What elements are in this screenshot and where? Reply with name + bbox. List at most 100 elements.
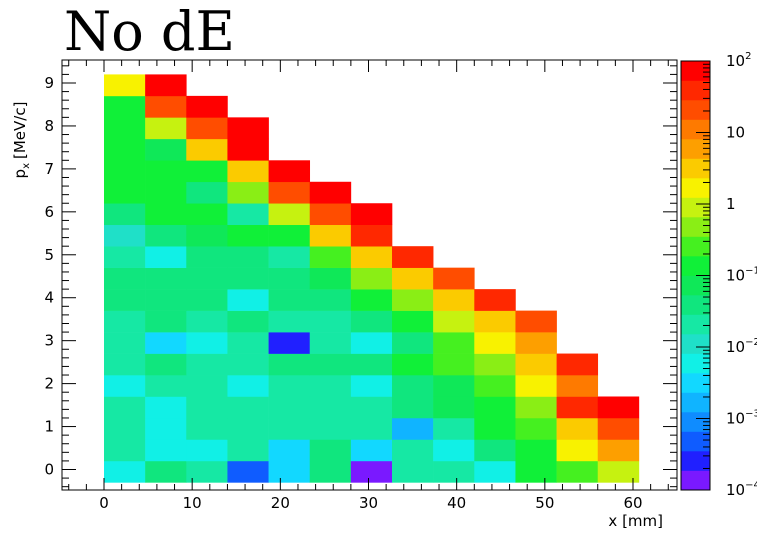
color-scale-band — [681, 431, 710, 452]
color-scale-band — [681, 295, 710, 315]
heatmap-cell — [104, 332, 146, 354]
heatmap-cell — [227, 181, 269, 204]
heatmap-cell — [350, 460, 393, 483]
heatmap-cell — [474, 289, 516, 311]
x-tick-label: 50 — [535, 494, 554, 512]
heatmap-cell — [268, 289, 311, 311]
heatmap-cell — [104, 224, 146, 247]
heatmap-cell — [309, 439, 352, 462]
heatmap-cell — [227, 310, 269, 333]
heatmap-cell — [556, 439, 599, 462]
heatmap-cell — [186, 160, 228, 183]
color-scale-label: 10−4 — [726, 480, 757, 499]
y-axis-label-unit: [MeV/c] — [11, 102, 29, 159]
heatmap-cell — [268, 246, 311, 268]
y-tick-label: 2 — [44, 375, 54, 393]
color-scale-band — [681, 412, 710, 432]
heatmap-cell — [474, 396, 516, 419]
color-scale-label: 10−3 — [726, 409, 757, 428]
heatmap-cell — [145, 95, 187, 118]
heatmap-cell — [597, 439, 640, 462]
heatmap-cell — [474, 460, 516, 483]
color-scale-band — [681, 275, 710, 296]
y-tick-label: 8 — [44, 117, 54, 135]
heatmap-cell — [309, 417, 352, 440]
heatmap-cell — [104, 267, 146, 290]
color-scale-band — [681, 119, 710, 140]
heatmap-cell — [268, 417, 311, 440]
heatmap-cell — [350, 332, 393, 354]
heatmap-cell — [515, 439, 557, 462]
heatmap-cell — [515, 417, 557, 440]
heatmap-cell — [350, 396, 393, 419]
heatmap-cell — [145, 460, 187, 483]
color-scale-label: 10 — [726, 124, 745, 142]
x-tick-label: 60 — [623, 494, 642, 512]
heatmap-cell — [309, 310, 352, 333]
heatmap-cell — [433, 375, 475, 397]
heatmap-cell — [104, 460, 146, 483]
heatmap-cell — [145, 375, 187, 397]
heatmap-cell — [104, 95, 146, 118]
heatmap-cell — [309, 203, 352, 226]
x-tick-label: 20 — [271, 494, 290, 512]
y-tick-label: 9 — [44, 74, 54, 92]
heatmap-cell — [104, 289, 146, 311]
y-axis-label-subscript: x — [21, 163, 32, 169]
heatmap-cell — [145, 310, 187, 333]
heatmap-cell — [309, 289, 352, 311]
heatmap-cell — [350, 439, 393, 462]
heatmap-cell — [392, 439, 434, 462]
heatmap-cell — [104, 181, 146, 204]
color-scale-band — [681, 373, 710, 393]
heatmap-cell — [556, 417, 599, 440]
chart-title: No dE — [64, 0, 235, 63]
y-tick-label: 0 — [44, 461, 54, 479]
x-tick-label: 0 — [99, 494, 109, 512]
heatmap-cell — [145, 267, 187, 290]
heatmap-cell — [145, 353, 187, 376]
heatmap-cell — [227, 332, 269, 354]
heatmap-cell — [104, 203, 146, 226]
heatmap-cell — [515, 310, 557, 333]
heatmap-cell — [227, 375, 269, 397]
heatmap-cell — [433, 332, 475, 354]
heatmap-cell — [186, 439, 228, 462]
heatmap-cell — [268, 439, 311, 462]
heatmap-cell — [597, 417, 640, 440]
heatmap-cell — [515, 375, 557, 397]
color-scale-band — [681, 100, 710, 120]
heatmap-cell — [350, 375, 393, 397]
heatmap-cell — [268, 224, 311, 247]
heatmap-cell — [474, 375, 516, 397]
color-scale-band — [681, 236, 710, 257]
heatmap-cell — [392, 396, 434, 419]
heatmap-cell — [392, 460, 434, 483]
heatmap-cell — [145, 439, 187, 462]
y-axis-label-main: p — [11, 169, 29, 179]
heatmap-cell — [227, 417, 269, 440]
color-scale-band — [681, 217, 710, 237]
heatmap-cell — [392, 353, 434, 376]
y-tick-label: 3 — [44, 332, 54, 350]
heatmap-cell — [268, 160, 311, 183]
color-scale-band — [681, 197, 710, 218]
heatmap-cell — [474, 417, 516, 440]
heatmap-cell — [227, 203, 269, 226]
color-scale-band — [681, 314, 710, 335]
heatmap-cell — [350, 246, 393, 268]
heatmap-cell — [309, 181, 352, 204]
heatmap-cell — [186, 353, 228, 376]
heatmap-cell — [145, 74, 187, 97]
color-scale-label: 10−1 — [726, 266, 757, 285]
heatmap-cell — [145, 160, 187, 183]
heatmap-cell — [392, 417, 434, 440]
heatmap-cell — [309, 246, 352, 268]
heatmap-cell — [104, 138, 146, 161]
heatmap-cell — [350, 310, 393, 333]
plot-frame — [61, 59, 678, 491]
heatmap-cell — [556, 396, 599, 419]
heatmap-cell — [186, 375, 228, 397]
heatmap-cell — [186, 396, 228, 419]
heatmap-cell — [104, 439, 146, 462]
